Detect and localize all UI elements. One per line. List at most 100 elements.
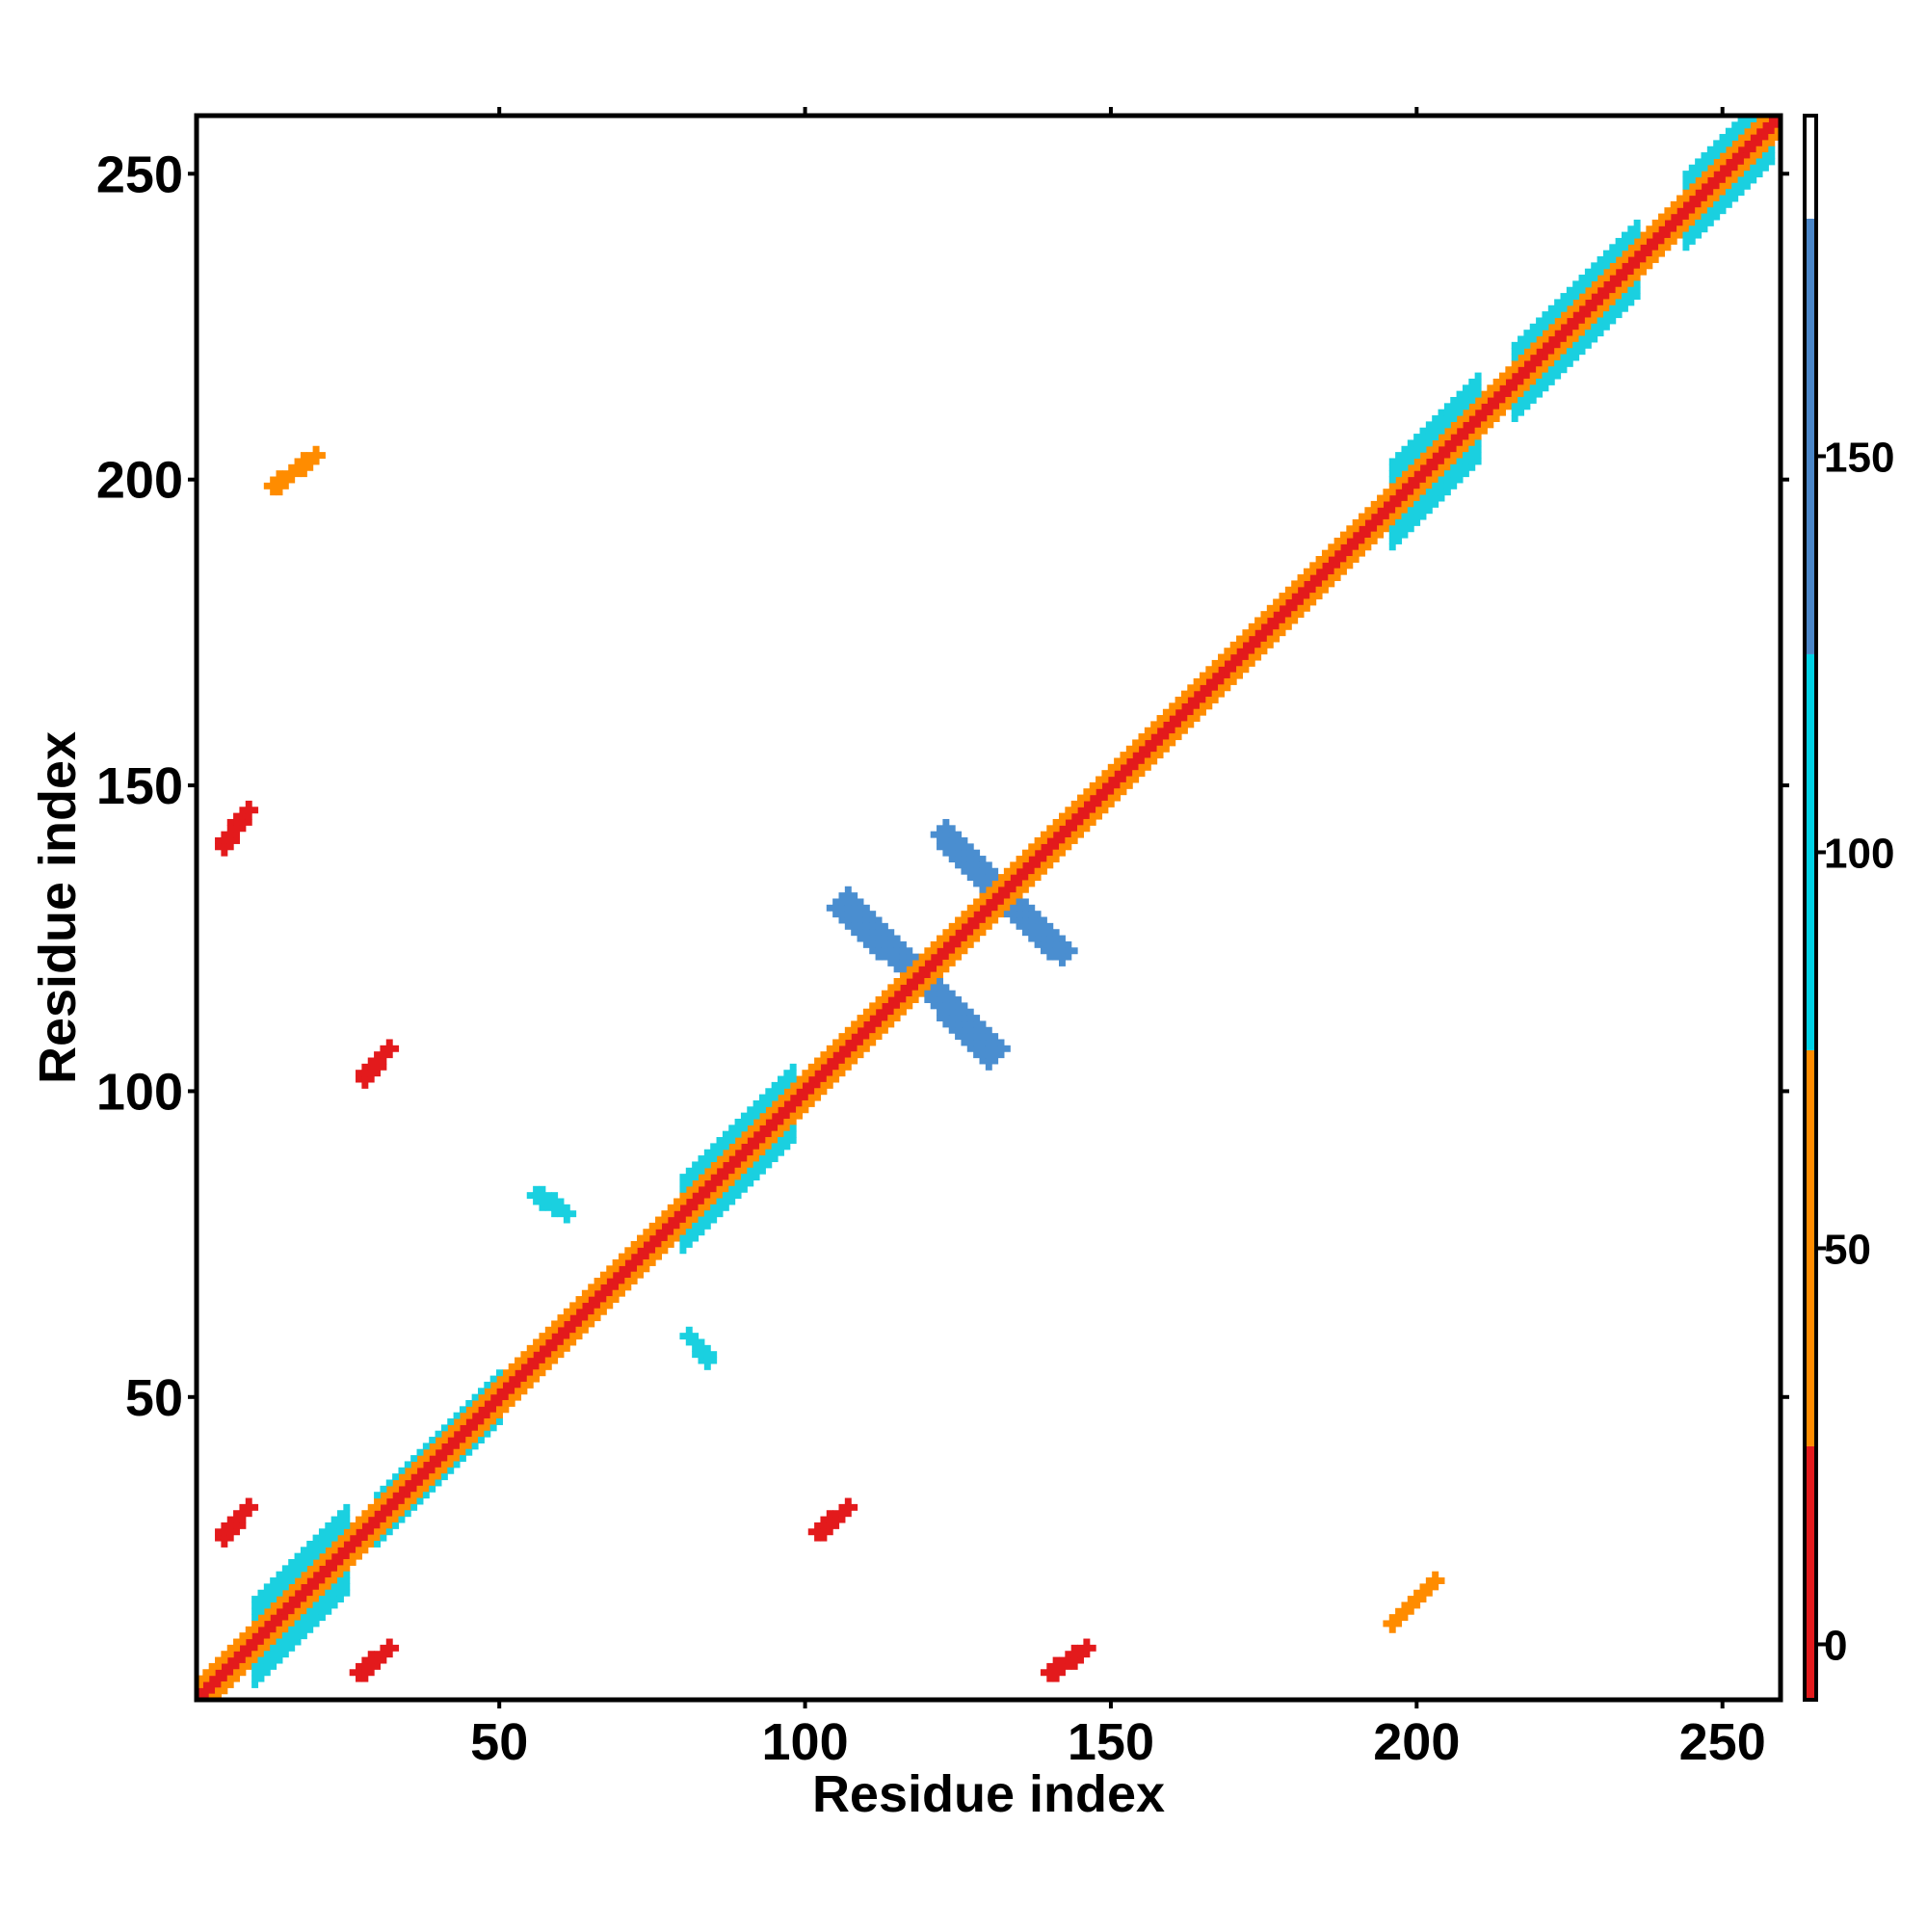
heatmap-cell [1303, 574, 1310, 582]
heatmap-cell [465, 1399, 473, 1407]
heatmap-cell [630, 1258, 638, 1266]
heatmap-cell [1443, 470, 1451, 478]
heatmap-cell [294, 1614, 302, 1622]
heatmap-cell [263, 1614, 271, 1622]
heatmap-cell [1291, 580, 1299, 588]
heatmap-cell [281, 1583, 289, 1591]
heatmap-cell [1425, 421, 1433, 429]
heatmap-cell [985, 1033, 992, 1041]
heatmap-cell [1713, 182, 1721, 190]
heatmap-cell [1425, 439, 1433, 447]
heatmap-cell [851, 904, 858, 912]
heatmap-cell [1089, 812, 1096, 820]
heatmap-cell [881, 929, 888, 937]
heatmap-cell [1413, 1596, 1421, 1603]
heatmap-cell [1492, 409, 1500, 416]
heatmap-cell [374, 1510, 382, 1518]
heatmap-cell [703, 1198, 711, 1205]
heatmap-cell [1180, 697, 1188, 703]
heatmap-cell [294, 1607, 302, 1615]
heatmap-cell [239, 1662, 247, 1670]
heatmap-cell [710, 1216, 718, 1224]
heatmap-cell [1688, 225, 1696, 233]
heatmap-cell [1695, 182, 1703, 190]
heatmap-cell [557, 1351, 565, 1359]
heatmap-cell [679, 1210, 687, 1218]
heatmap-cell [1065, 953, 1072, 961]
heatmap-cell [703, 1357, 711, 1364]
heatmap-cell [1621, 237, 1628, 245]
heatmap-cell [1352, 518, 1359, 526]
heatmap-cell [385, 1522, 393, 1529]
heatmap-cell [1450, 403, 1458, 410]
heatmap-cell [367, 1662, 375, 1670]
heatmap-cell [330, 1528, 338, 1536]
heatmap-cell [465, 1424, 473, 1432]
heatmap-cell [367, 1516, 375, 1523]
heatmap-cell [404, 1467, 411, 1474]
heatmap-cell [1432, 458, 1439, 465]
heatmap-cell [955, 916, 963, 924]
heatmap-cell [1425, 445, 1433, 453]
heatmap-cell [685, 1174, 693, 1181]
heatmap-cell [343, 1571, 351, 1578]
heatmap-cell [1468, 439, 1476, 447]
heatmap-cell [685, 1167, 693, 1175]
heatmap-cell [716, 1167, 724, 1175]
heatmap-cell [1743, 158, 1751, 166]
heatmap-cell [661, 1210, 669, 1218]
heatmap-cell [374, 1492, 382, 1499]
heatmap-cell [899, 953, 907, 961]
heatmap-cell [997, 911, 1005, 918]
heatmap-cell [410, 1503, 418, 1511]
heatmap-cell [1529, 396, 1537, 404]
heatmap-cell [961, 1033, 968, 1041]
heatmap-cell [1554, 330, 1562, 337]
heatmap-cell [251, 807, 259, 814]
heatmap-cell [392, 1479, 400, 1487]
heatmap-cell [1499, 390, 1506, 398]
heatmap-cell [937, 959, 943, 966]
heatmap-cell [948, 922, 956, 930]
heatmap-cell [703, 1174, 711, 1181]
heatmap-cell [533, 1185, 541, 1193]
heatmap-cell [1761, 158, 1769, 166]
x-tick-label: 250 [1679, 1713, 1766, 1771]
heatmap-cell [648, 1253, 656, 1260]
heatmap-cell [294, 1559, 302, 1566]
heatmap-cell [1388, 489, 1396, 496]
heatmap-cell [539, 1357, 546, 1364]
heatmap-cell [257, 1614, 265, 1622]
heatmap-cell [778, 1112, 784, 1120]
heatmap-cell [336, 1528, 344, 1536]
heatmap-cell [1169, 733, 1176, 741]
heatmap-cell [245, 1510, 252, 1518]
heatmap-cell [221, 1681, 228, 1688]
heatmap-cell [539, 1333, 546, 1340]
heatmap-cell [851, 1057, 858, 1065]
heatmap-cell [844, 922, 852, 930]
heatmap-cell [1333, 549, 1341, 557]
heatmap-cell [1120, 788, 1127, 796]
heatmap-cell [1450, 421, 1458, 429]
heatmap-cell [1242, 659, 1250, 667]
heatmap-cell [1750, 116, 1757, 122]
heatmap-cell [263, 1583, 271, 1591]
heatmap-cell [1156, 752, 1164, 759]
heatmap-cell [765, 1149, 773, 1156]
heatmap-cell [1584, 304, 1592, 312]
heatmap-cell [1144, 733, 1151, 741]
heatmap-cell [1089, 807, 1096, 814]
heatmap-cell [325, 1565, 332, 1573]
heatmap-cell [814, 1057, 822, 1065]
heatmap-cell [955, 837, 963, 844]
heatmap-cell [1474, 390, 1482, 398]
heatmap-cell [435, 1473, 442, 1481]
heatmap-cell [1529, 330, 1537, 337]
heatmap-cell [1640, 262, 1647, 270]
heatmap-cell [447, 1467, 455, 1474]
heatmap-cell [300, 1601, 307, 1609]
heatmap-cell [789, 1112, 797, 1120]
